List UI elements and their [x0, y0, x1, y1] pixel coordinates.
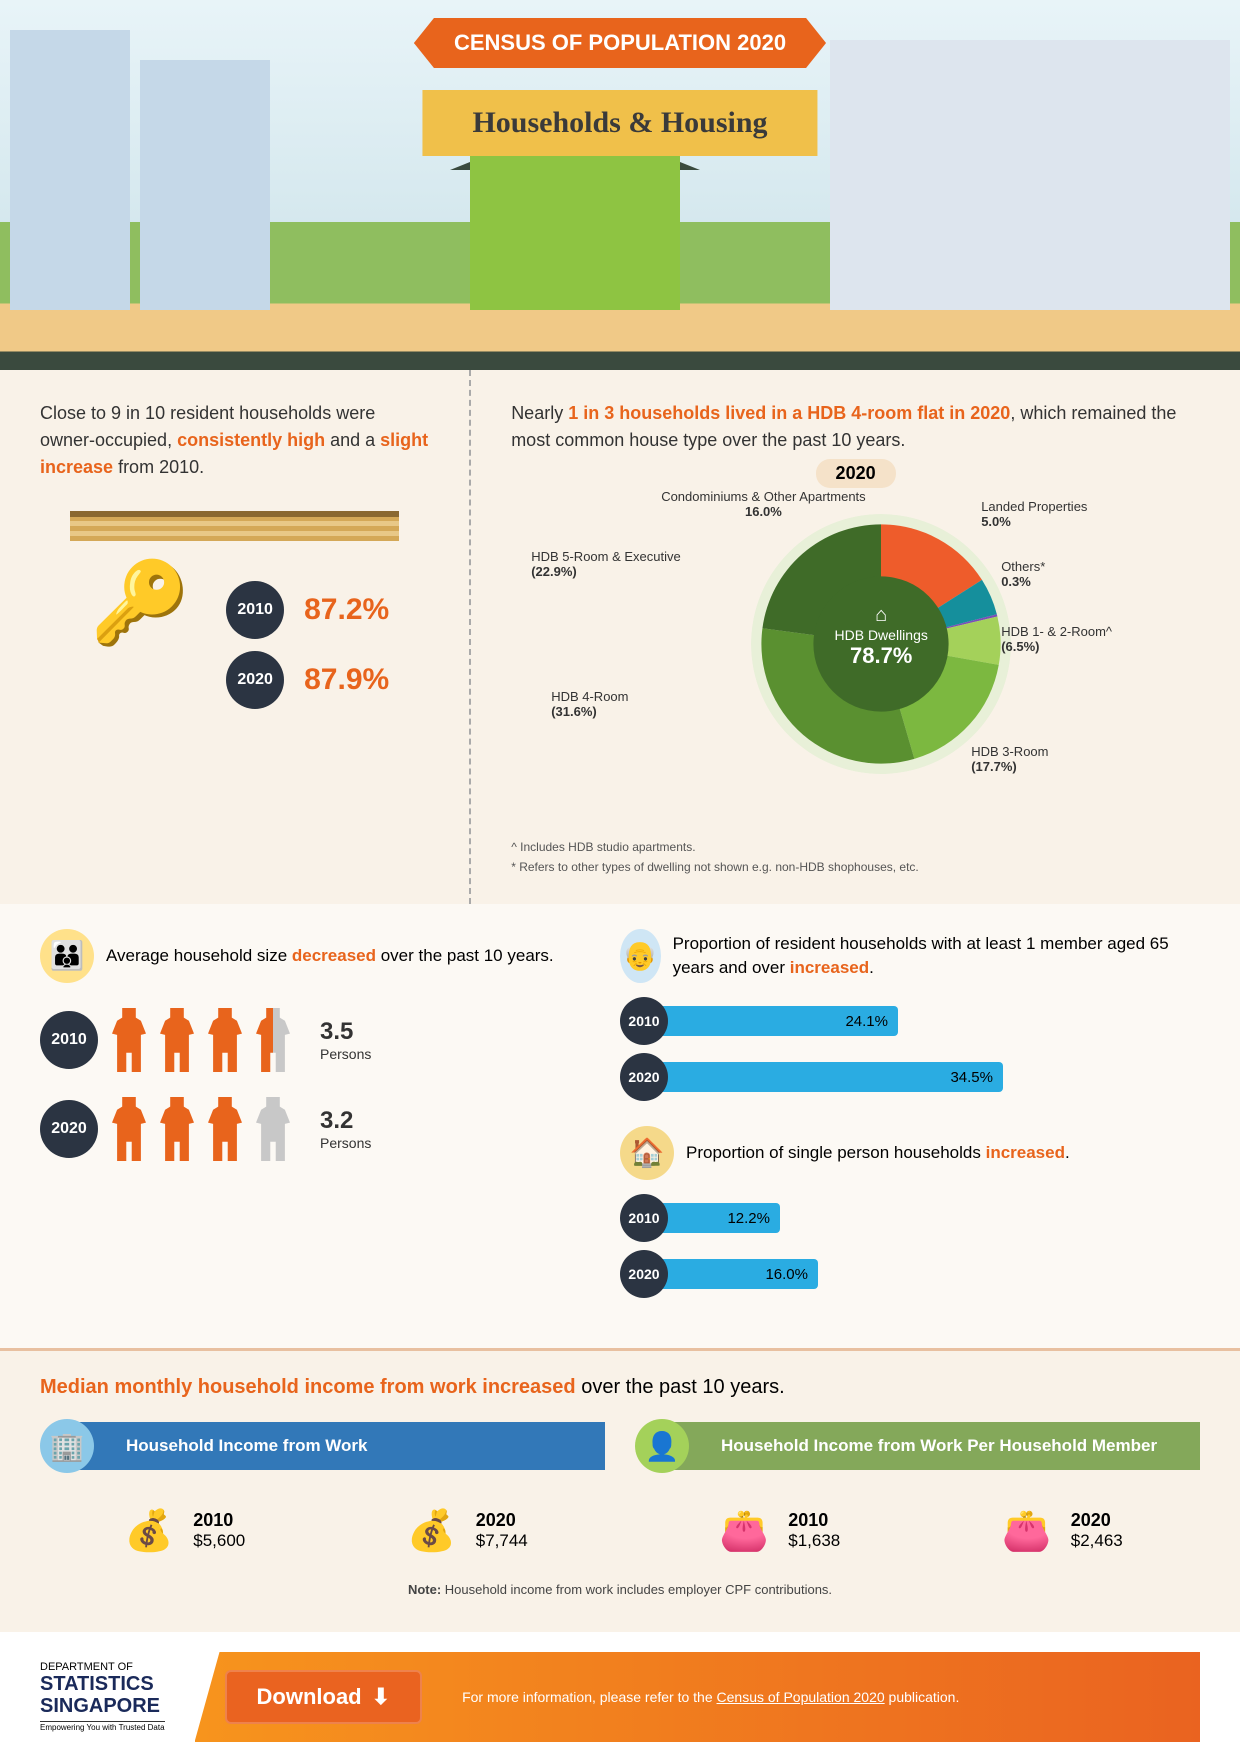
money-icon: 💰 [117, 1498, 181, 1562]
bar-row: 202016.0% [620, 1250, 1200, 1298]
shelf-decoration [70, 511, 399, 541]
income-note: Note: Household income from work include… [40, 1582, 1200, 1597]
bar-value: 34.5% [658, 1062, 1003, 1092]
year-badge: 2020 [40, 1100, 98, 1158]
stat-value: 87.9% [304, 663, 389, 697]
footnote: ^ Includes HDB studio apartments. [511, 840, 1200, 854]
footer-info: For more information, please refer to th… [462, 1689, 959, 1705]
chart-label: HDB 1- & 2-Room^(6.5%) [1001, 624, 1112, 654]
year-badge: 2010 [226, 581, 284, 639]
chart-label: HDB 5-Room & Executive(22.9%) [531, 549, 681, 579]
chart-label: Others*0.3% [1001, 559, 1045, 589]
person-icon [208, 1097, 242, 1161]
income-item: 👛 2020$2,463 [995, 1498, 1123, 1562]
footnote: * Refers to other types of dwelling not … [511, 860, 1200, 874]
keys-icon: 🔑 [90, 556, 190, 650]
download-button[interactable]: Download⬇ [225, 1670, 423, 1724]
income-banner: Household Income from Work [76, 1422, 605, 1470]
bar-row: 201024.1% [620, 997, 1200, 1045]
dwelling-text: Nearly 1 in 3 households lived in a HDB … [511, 400, 1200, 454]
money-icon: 👛 [712, 1498, 776, 1562]
stat-value: 87.2% [304, 593, 389, 627]
person-icon [208, 1008, 242, 1072]
income-value: 2010$5,600 [193, 1510, 245, 1551]
download-icon: ⬇ [372, 1684, 390, 1710]
page-banner: CENSUS OF POPULATION 2020 [414, 18, 826, 68]
year-badge: 2020 [226, 651, 284, 709]
person-icon [256, 1008, 290, 1072]
person-icon [112, 1097, 146, 1161]
bar-value: 12.2% [658, 1203, 780, 1233]
chart-label: HDB 4-Room(31.6%) [551, 689, 628, 719]
persons-value: 3.2Persons [320, 1107, 371, 1151]
money-icon: 💰 [400, 1498, 464, 1562]
dept-logo: DEPARTMENT OF STATISTICS SINGAPORE Empow… [40, 1661, 165, 1733]
year-badge: 2010 [620, 997, 668, 1045]
household-size-text: Average household size decreased over th… [106, 944, 554, 968]
year-badge: 2010 [40, 1011, 98, 1069]
year-badge: 2020 [620, 1250, 668, 1298]
bar-value: 16.0% [658, 1259, 818, 1289]
single-person-text: Proportion of single person households i… [686, 1141, 1070, 1165]
donut-center-label: ⌂ HDB Dwellings 78.7% [811, 604, 951, 684]
person-icon [160, 1097, 194, 1161]
bar-row: 201012.2% [620, 1194, 1200, 1242]
bar-value: 24.1% [658, 1006, 898, 1036]
persons-row: 2010 3.5Persons [40, 1008, 620, 1072]
persons-value: 3.5Persons [320, 1018, 371, 1062]
person-icon [256, 1097, 290, 1161]
hero-illustration: CENSUS OF POPULATION 2020 Households & H… [0, 0, 1240, 370]
elderly-icon: 👴 [620, 929, 661, 983]
income-banner: Household Income from Work Per Household… [671, 1422, 1200, 1470]
bar-row: 202034.5% [620, 1053, 1200, 1101]
building-icon: 🏢 [40, 1419, 94, 1473]
person-icon [112, 1008, 146, 1072]
person-icon [160, 1008, 194, 1072]
chart-label: Condominiums & Other Apartments16.0% [661, 489, 865, 519]
income-title: Median monthly household income from wor… [40, 1376, 1200, 1399]
chart-year: 2020 [816, 459, 896, 488]
owner-occupied-text: Close to 9 in 10 resident households wer… [40, 400, 429, 481]
income-value: 2010$1,638 [788, 1510, 840, 1551]
chart-label: HDB 3-Room(17.7%) [971, 744, 1048, 774]
family-icon: 👪 [40, 929, 94, 983]
page-subtitle: Households & Housing [422, 90, 817, 156]
persons-row: 2020 3.2Persons [40, 1097, 620, 1161]
income-item: 👛 2010$1,638 [712, 1498, 840, 1562]
worker-icon: 👤 [635, 1419, 689, 1473]
year-badge: 2010 [620, 1194, 668, 1242]
chart-label: Landed Properties5.0% [981, 499, 1087, 529]
publication-link[interactable]: Census of Population 2020 [717, 1689, 885, 1705]
income-item: 💰 2020$7,744 [400, 1498, 528, 1562]
income-value: 2020$2,463 [1071, 1510, 1123, 1551]
elderly-text: Proportion of resident households with a… [673, 932, 1200, 980]
income-item: 💰 2010$5,600 [117, 1498, 245, 1562]
year-badge: 2020 [620, 1053, 668, 1101]
single-person-icon: 🏠 [620, 1126, 674, 1180]
money-icon: 👛 [995, 1498, 1059, 1562]
income-value: 2020$7,744 [476, 1510, 528, 1551]
